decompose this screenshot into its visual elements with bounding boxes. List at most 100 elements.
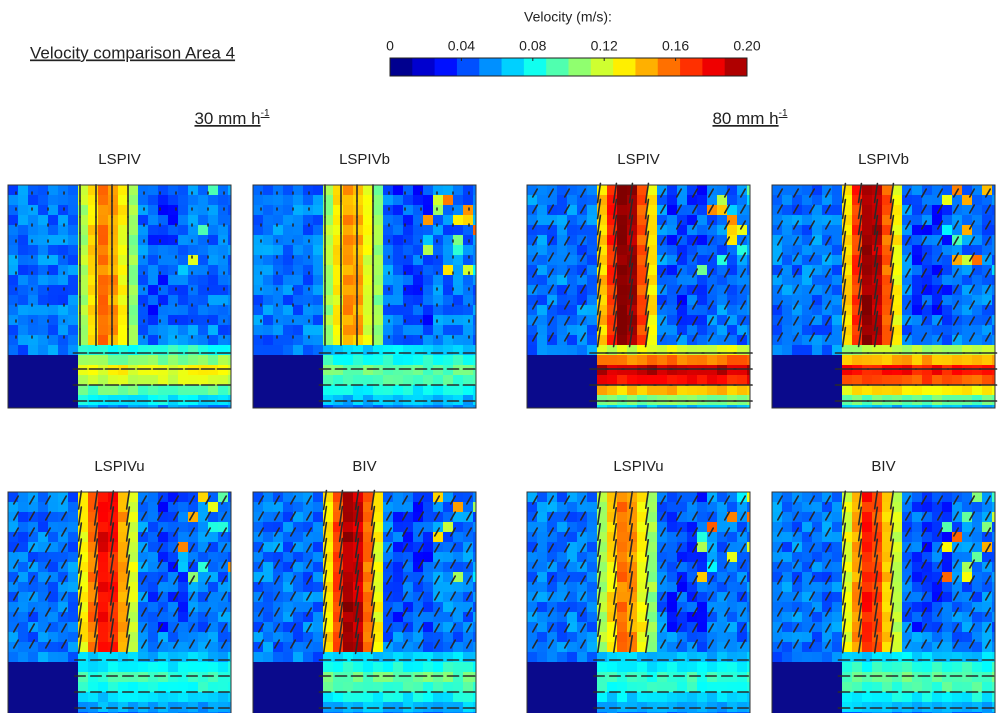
velocity-cell [832, 375, 843, 386]
velocity-arrow [109, 522, 115, 542]
velocity-cell [677, 652, 688, 663]
velocity-cell [852, 225, 863, 236]
velocity-cell [313, 552, 324, 563]
velocity-cell [792, 385, 803, 396]
velocity-cell [413, 235, 424, 246]
velocity-cell [832, 315, 843, 326]
velocity-cell [413, 385, 424, 396]
velocity-arrow [707, 495, 715, 505]
velocity-cell [68, 552, 79, 563]
velocity-arrow [563, 495, 571, 505]
velocity-cell [273, 195, 284, 206]
velocity-cell [98, 225, 109, 236]
velocity-arrow [257, 559, 265, 569]
velocity-cell [782, 265, 793, 276]
velocity-arrow [28, 495, 36, 505]
velocity-cell [597, 275, 608, 286]
velocity-cell [473, 512, 477, 523]
velocity-cell [128, 305, 139, 316]
velocity-cell [228, 572, 232, 583]
velocity-cell [463, 672, 474, 683]
velocity-cell [98, 335, 109, 346]
velocity-cell [373, 492, 384, 503]
velocity-cell [58, 215, 69, 226]
velocity-cell [118, 255, 129, 266]
velocity-cell [962, 245, 973, 256]
velocity-cell [343, 225, 354, 236]
velocity-arrow [952, 204, 960, 214]
velocity-cell [537, 315, 548, 326]
velocity-cell [443, 245, 454, 256]
velocity-arrow [824, 220, 832, 230]
velocity-cell [922, 285, 933, 296]
velocity-cell [842, 405, 853, 409]
velocity-cell [453, 652, 464, 663]
velocity-arrow [659, 300, 667, 310]
velocity-cell [547, 395, 558, 406]
velocity-arrow [596, 294, 602, 316]
velocity-cell [892, 375, 903, 386]
velocity-cell [68, 295, 79, 306]
velocity-arrow [628, 326, 634, 348]
velocity-arrow [707, 188, 715, 198]
velocity-arrow [659, 511, 667, 521]
velocity-arrow [109, 602, 115, 622]
velocity-cell [473, 285, 477, 296]
velocity-cell [852, 245, 863, 256]
velocity-cell [383, 345, 394, 356]
velocity-cell [812, 335, 823, 346]
velocity-arrow [579, 204, 587, 214]
velocity-cell [218, 582, 229, 593]
velocity-cell [717, 662, 728, 673]
velocity-cell [547, 225, 558, 236]
velocity-arrow [579, 332, 587, 342]
velocity-cell [982, 405, 993, 409]
velocity-cell [792, 295, 803, 306]
velocity-cell [158, 365, 169, 376]
velocity-cell [313, 692, 324, 703]
velocity-cell [453, 255, 464, 266]
velocity-cell [627, 682, 638, 693]
velocity-cell [892, 265, 903, 276]
velocity-cell [717, 255, 728, 266]
velocity-cell [557, 335, 568, 346]
velocity-arrow [675, 623, 683, 633]
velocity-cell [717, 562, 728, 573]
velocity-arrow [691, 607, 699, 617]
velocity-cell [313, 582, 324, 593]
velocity-cell [443, 355, 454, 366]
velocity-cell [343, 195, 354, 206]
velocity-cell [98, 692, 109, 703]
velocity-cell [28, 602, 39, 613]
velocity-arrow [109, 506, 115, 526]
velocity-cell [547, 612, 558, 623]
velocity-cell [413, 602, 424, 613]
velocity-arrow [140, 575, 148, 585]
velocity-arrow [675, 220, 683, 230]
velocity-arrow [707, 639, 715, 649]
velocity-cell [293, 285, 304, 296]
velocity-arrow [188, 591, 196, 601]
velocity-cell [158, 582, 169, 593]
velocity-cell [697, 682, 708, 693]
velocity-arrow [338, 489, 344, 511]
velocity-cell [263, 632, 274, 643]
velocity-cell [812, 355, 823, 366]
velocity-cell [587, 702, 598, 713]
velocity-cell [413, 682, 424, 693]
velocity-arrow [889, 198, 895, 220]
velocity-cell [667, 185, 678, 196]
velocity-cell [228, 522, 232, 533]
velocity-cell [228, 542, 232, 553]
velocity-cell [393, 405, 404, 409]
velocity-cell [687, 195, 698, 206]
velocity-cell [263, 572, 274, 583]
velocity-cell [218, 265, 229, 276]
velocity-cell [577, 235, 588, 246]
velocity-cell [473, 502, 477, 513]
velocity-cell [577, 385, 588, 396]
velocity-cell [677, 642, 688, 653]
velocity-arrow [968, 332, 976, 342]
velocity-cell [363, 265, 374, 276]
velocity-cell [8, 672, 19, 683]
